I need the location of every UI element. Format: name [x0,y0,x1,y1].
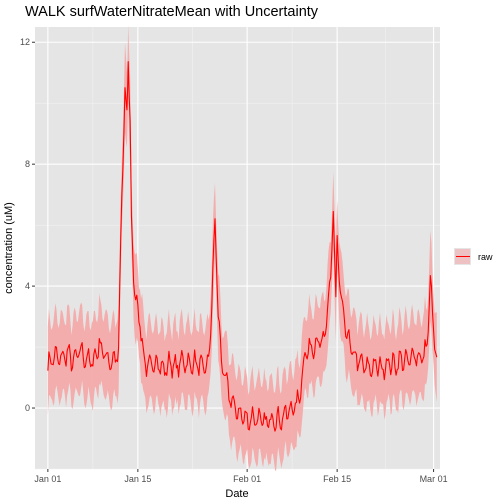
series-line-raw [47,61,438,432]
y-tick-label: 0 [25,403,30,413]
y-tick-label: 8 [25,159,30,169]
x-tick-label: Jan 01 [34,474,61,484]
x-axis-title: Date [225,488,248,500]
chart-title: WALK surfWaterNitrateMean with Uncertain… [25,4,319,20]
x-axis: Jan 01 Jan 15 Feb 01 Feb 15 Mar 01 [34,469,448,484]
y-tick-label: 12 [20,37,30,47]
x-tick-label: Mar 01 [420,474,448,484]
grid-major [35,27,440,469]
x-tick-label: Feb 01 [233,474,261,484]
legend: raw [454,248,493,265]
legend-label-raw: raw [478,252,493,262]
x-tick-label: Feb 15 [323,474,351,484]
y-axis-title: concentration (uM) [3,202,15,294]
y-tick-label: 4 [25,281,30,291]
x-tick-label: Jan 15 [124,474,151,484]
y-axis: 0 4 8 12 [20,37,35,413]
series-line-layer [47,61,438,432]
